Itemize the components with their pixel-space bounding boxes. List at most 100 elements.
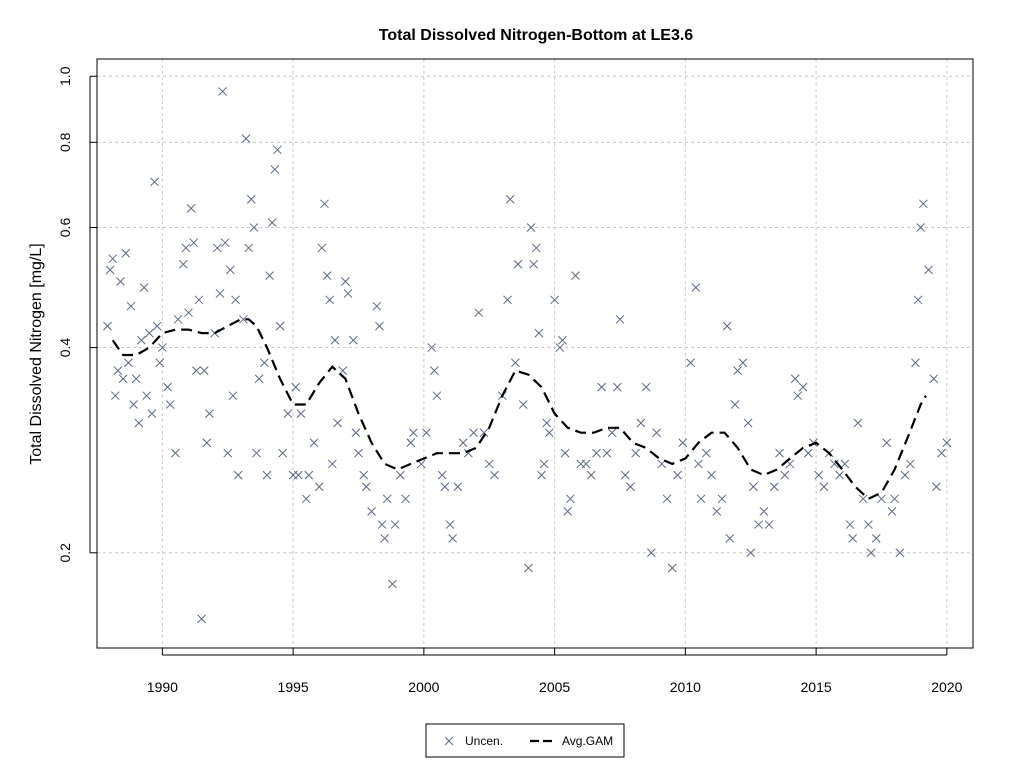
data-point: [406, 438, 416, 448]
data-point: [911, 358, 920, 368]
data-point: [171, 448, 180, 458]
data-point: [793, 391, 803, 401]
data-point: [249, 223, 259, 232]
data-point: [694, 459, 703, 469]
plot-area: [96, 58, 974, 649]
y-axis-label: Total Dissolved Nitrogen [mg/L]: [28, 243, 45, 464]
data-point: [252, 448, 261, 458]
data-point: [427, 343, 437, 352]
data-point: [597, 382, 607, 392]
data-point: [124, 358, 133, 368]
data-point: [338, 366, 348, 375]
data-point: [458, 438, 468, 448]
data-point: [108, 254, 118, 264]
data-point: [320, 199, 329, 209]
data-point: [260, 358, 269, 368]
data-point: [924, 265, 933, 275]
data-point: [388, 579, 397, 589]
x-axis: 1990 1995 2000 2005 2010 2015 2020: [147, 648, 963, 695]
data-point: [667, 563, 677, 573]
data-point: [184, 308, 193, 318]
data-point: [738, 358, 748, 368]
data-point: [116, 277, 125, 286]
data-point: [333, 418, 342, 428]
data-point: [270, 165, 280, 174]
y-tick-label: 0.2: [57, 543, 73, 563]
x-tick-label: 2005: [539, 679, 570, 695]
data-point: [673, 470, 682, 480]
data-point: [291, 382, 301, 392]
data-point: [717, 494, 727, 504]
data-point: [513, 259, 523, 269]
data-point: [560, 448, 570, 458]
data-point: [900, 470, 910, 480]
data-point: [707, 470, 716, 480]
data-point: [511, 358, 520, 368]
data-point: [359, 470, 369, 480]
data-point: [367, 507, 376, 516]
data-point: [267, 218, 277, 227]
data-point: [581, 459, 591, 469]
data-point: [453, 482, 463, 492]
legend-x-mark: [444, 736, 454, 746]
x-tick-label: 2000: [408, 679, 439, 695]
legend-label-uncen: Uncen.: [465, 734, 503, 748]
data-point: [173, 314, 183, 324]
data-point: [121, 248, 131, 258]
data-point: [531, 243, 541, 253]
data-point: [542, 418, 552, 428]
data-point: [565, 494, 575, 504]
data-point: [641, 382, 651, 392]
data-point: [199, 366, 209, 375]
data-point: [835, 470, 844, 480]
data-point: [241, 134, 251, 143]
data-point: [348, 335, 358, 345]
data-point: [327, 459, 337, 469]
data-point: [137, 335, 146, 345]
data-point: [228, 391, 238, 401]
data-point: [620, 470, 630, 480]
data-point: [375, 321, 384, 331]
data-point: [918, 199, 928, 209]
data-point: [314, 482, 324, 492]
data-point: [819, 482, 829, 492]
data-point: [592, 448, 601, 458]
data-point: [539, 459, 549, 469]
data-point: [409, 428, 418, 438]
data-point: [725, 533, 735, 543]
data-point: [401, 494, 410, 504]
data-point: [678, 438, 688, 448]
data-point: [165, 400, 175, 409]
data-point: [429, 366, 439, 375]
y-tick-label: 0.8: [57, 132, 73, 152]
data-point: [730, 400, 740, 409]
data-point: [275, 321, 285, 331]
data-point: [152, 321, 162, 331]
data-point: [147, 409, 157, 418]
data-point: [317, 243, 327, 253]
data-point: [469, 428, 478, 438]
data-point: [866, 548, 876, 558]
data-point: [524, 563, 533, 573]
data-point: [550, 295, 559, 305]
data-point: [929, 374, 939, 384]
data-point: [864, 520, 873, 529]
data-point: [526, 223, 536, 232]
data-point: [382, 494, 392, 504]
data-point: [895, 548, 905, 558]
data-point: [743, 418, 753, 428]
data-point: [126, 301, 136, 311]
data-point: [814, 470, 824, 480]
data-point: [503, 295, 512, 305]
data-point: [474, 308, 484, 318]
data-point: [615, 314, 625, 324]
data-point: [372, 301, 382, 311]
data-point: [652, 428, 661, 438]
legend: Uncen. Avg.GAM: [425, 723, 625, 758]
data-point: [845, 520, 855, 529]
data-point: [445, 520, 455, 529]
data-point: [192, 366, 201, 375]
data-point: [181, 243, 191, 253]
data-point: [113, 366, 123, 375]
data-point: [395, 470, 405, 480]
